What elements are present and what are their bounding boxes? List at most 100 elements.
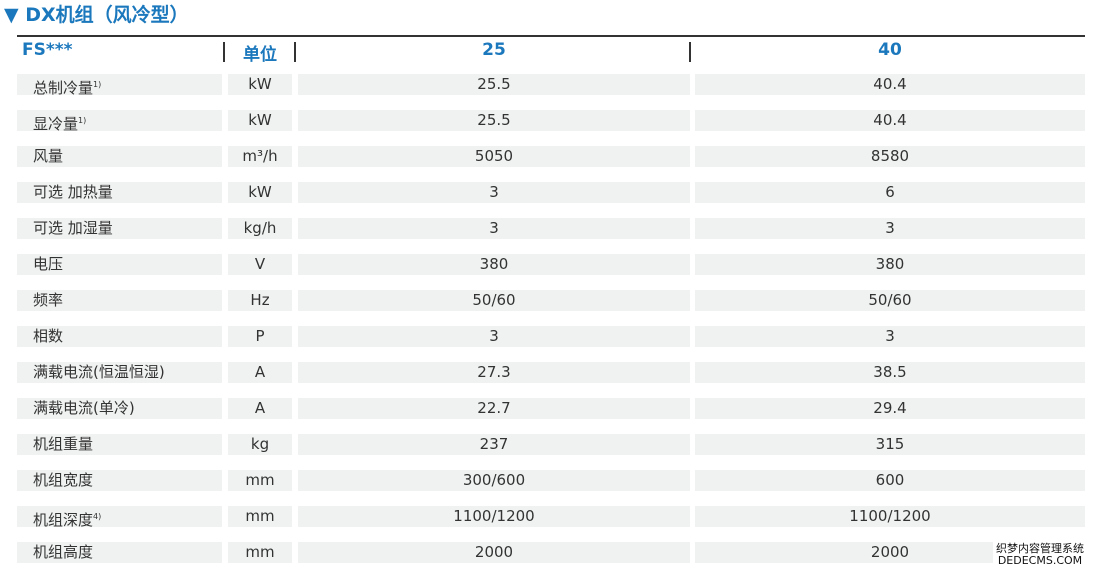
- unit: mm: [245, 507, 275, 525]
- table-cell: 50/60: [298, 290, 690, 311]
- value: 8580: [870, 147, 910, 165]
- table-cell: 22.7: [298, 398, 690, 419]
- value: 40.4: [873, 111, 907, 129]
- row-label: 相数: [33, 327, 64, 345]
- table-cell: 38.5: [695, 362, 1085, 383]
- table-cell: mm: [228, 542, 292, 563]
- value: 3: [885, 219, 895, 237]
- unit: P: [255, 327, 265, 345]
- value: 1100/1200: [453, 507, 535, 525]
- row-label: 满载电流(单冷): [33, 399, 135, 417]
- column-header: 40: [878, 40, 902, 60]
- value: 237: [479, 435, 509, 453]
- table-cell: mm: [228, 506, 292, 527]
- unit: m³/h: [242, 147, 278, 165]
- value: 50/60: [472, 291, 516, 309]
- unit-header: 单位: [243, 45, 277, 65]
- table-cell: 25.5: [298, 110, 690, 131]
- table-cell: 40.4: [695, 74, 1085, 95]
- watermark: 织梦内容管理系统 DEDECMS.COM: [993, 542, 1087, 568]
- row-label: 满载电流(恒温恒湿): [33, 363, 165, 381]
- table-cell: 总制冷量1): [17, 74, 222, 97]
- table-cell: 3: [298, 182, 690, 203]
- table-cell: A: [228, 362, 292, 383]
- table-cell: 300/600: [298, 470, 690, 491]
- table-cell: 50/60: [695, 290, 1085, 311]
- table-cell: kW: [228, 74, 292, 95]
- unit: mm: [245, 471, 275, 489]
- table-cell: kW: [228, 182, 292, 203]
- header-rule: [17, 35, 1085, 37]
- table-cell: 机组深度4): [17, 506, 222, 529]
- table-cell: 机组宽度: [17, 470, 222, 491]
- unit: kW: [248, 183, 272, 201]
- table-cell: A: [228, 398, 292, 419]
- separator: [223, 42, 225, 62]
- table-cell: 可选 加热量: [17, 182, 222, 203]
- table-cell: 机组重量: [17, 434, 222, 455]
- unit: kW: [248, 75, 272, 93]
- table-cell: 相数: [17, 326, 222, 347]
- row-label: 总制冷量: [33, 79, 94, 97]
- table-cell: 频率: [17, 290, 222, 311]
- row-label: 风量: [33, 147, 64, 165]
- table-cell: 显冷量1): [17, 110, 222, 133]
- value: 315: [875, 435, 905, 453]
- table-cell: 40.4: [695, 110, 1085, 131]
- unit: A: [254, 363, 266, 381]
- row-label: 机组宽度: [33, 471, 94, 489]
- table-cell: 25.5: [298, 74, 690, 95]
- row-label: 可选 加热量: [33, 183, 113, 201]
- table-cell: 可选 加湿量: [17, 218, 222, 239]
- table-cell: 380: [695, 254, 1085, 275]
- value: 29.4: [873, 399, 907, 417]
- table-cell: P: [228, 326, 292, 347]
- table-cell: 380: [298, 254, 690, 275]
- table-cell: kW: [228, 110, 292, 131]
- table-cell: V: [228, 254, 292, 275]
- separator: [689, 42, 691, 62]
- table-cell: 29.4: [695, 398, 1085, 419]
- unit: A: [254, 399, 266, 417]
- row-label: 机组重量: [33, 435, 94, 453]
- row-label: 机组深度: [33, 511, 94, 529]
- table-cell: m³/h: [228, 146, 292, 167]
- table-cell: 满载电流(单冷): [17, 398, 222, 419]
- row-label: 频率: [33, 291, 64, 309]
- unit: kg/h: [243, 219, 277, 237]
- value: 27.3: [477, 363, 511, 381]
- row-label: 电压: [33, 255, 64, 273]
- table-cell: 600: [695, 470, 1085, 491]
- footnote-ref: 4): [93, 512, 102, 521]
- value: 50/60: [868, 291, 912, 309]
- value: 1100/1200: [849, 507, 931, 525]
- value: 6: [885, 183, 895, 201]
- unit: V: [254, 255, 266, 273]
- value: 300/600: [462, 471, 526, 489]
- table-cell: 1100/1200: [695, 506, 1085, 527]
- value: 5050: [474, 147, 514, 165]
- value: 3: [489, 183, 499, 201]
- table-cell: 3: [695, 326, 1085, 347]
- value: 2000: [870, 543, 910, 561]
- table-cell: kg/h: [228, 218, 292, 239]
- value: 380: [875, 255, 905, 273]
- value: 25.5: [477, 111, 511, 129]
- value: 22.7: [477, 399, 511, 417]
- watermark-text: DEDECMS.COM: [997, 554, 1083, 567]
- table-cell: Hz: [228, 290, 292, 311]
- unit: mm: [245, 543, 275, 561]
- table-cell: 8580: [695, 146, 1085, 167]
- footnote-ref: 1): [93, 80, 102, 89]
- table-cell: 5050: [298, 146, 690, 167]
- table-cell: mm: [228, 470, 292, 491]
- footnote-ref: 1): [78, 116, 87, 125]
- value: 3: [489, 219, 499, 237]
- value: 600: [875, 471, 905, 489]
- table-cell: 2000: [695, 542, 1085, 563]
- value: 380: [479, 255, 509, 273]
- table-cell: 满载电流(恒温恒湿): [17, 362, 222, 383]
- value: 3: [885, 327, 895, 345]
- watermark-text: 织梦内容管理系统: [996, 542, 1084, 555]
